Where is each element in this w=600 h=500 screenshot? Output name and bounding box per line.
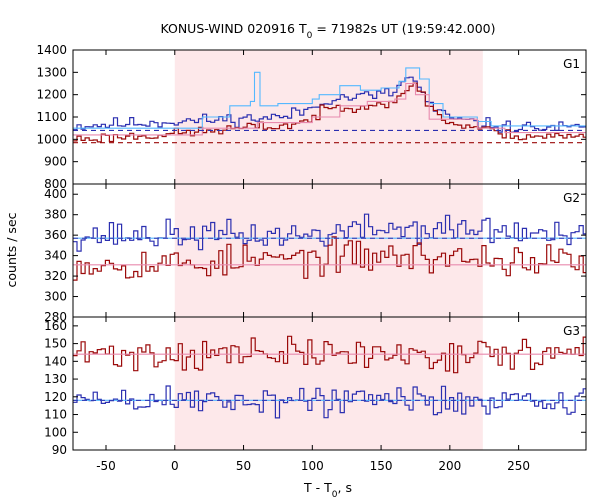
x-tick-label: -50 bbox=[96, 459, 116, 473]
x-tick-label: 50 bbox=[236, 459, 251, 473]
y-tick-label: 150 bbox=[44, 337, 67, 351]
shaded-interval bbox=[174, 184, 483, 317]
series-pink bbox=[73, 82, 586, 136]
series-blue bbox=[73, 76, 586, 133]
panel-data bbox=[73, 213, 586, 281]
panel-g2: 300 320 340 360 380 400 280 G2 bbox=[44, 183, 587, 324]
y-tick-label: 1000 bbox=[36, 132, 67, 146]
y-tick-label: 300 bbox=[44, 290, 67, 304]
series-red bbox=[73, 236, 586, 281]
y-tick-label: 340 bbox=[44, 249, 67, 263]
x-tick-label: 200 bbox=[438, 459, 461, 473]
y-tick-label: 800 bbox=[44, 177, 67, 191]
y-tick-label: 1100 bbox=[36, 110, 67, 124]
chart-title: KONUS-WIND 020916 T0 = 71982s UT (19:59:… bbox=[160, 21, 495, 41]
x-tick-label: 100 bbox=[301, 459, 324, 473]
y-axis-label: counts / sec bbox=[4, 212, 19, 287]
panel-label: G3 bbox=[563, 324, 580, 338]
y-tick-label: 1200 bbox=[36, 88, 67, 102]
y-tick-label: 90 bbox=[52, 443, 67, 457]
y-tick-label: 320 bbox=[44, 269, 67, 283]
y-tick-label: 380 bbox=[44, 208, 67, 222]
y-tick-label: 1400 bbox=[36, 43, 67, 57]
panel-label: G1 bbox=[563, 57, 580, 71]
panel-g1: 900 1000 1100 1200 1300 1400 800 G1 bbox=[36, 43, 587, 191]
x-tick-labels: -50 0 50 100 150 200 250 bbox=[96, 459, 530, 473]
x-axis-label: T - T0, s bbox=[303, 480, 352, 500]
y-tick-label: 1300 bbox=[36, 65, 67, 79]
y-tick-label: 110 bbox=[44, 408, 67, 422]
shaded-interval bbox=[174, 317, 483, 450]
panel-label: G2 bbox=[563, 191, 580, 205]
y-tick-label: 130 bbox=[44, 372, 67, 386]
y-tick-label: 900 bbox=[44, 155, 67, 169]
y-tick-label: 100 bbox=[44, 425, 67, 439]
y-tick-label: 140 bbox=[44, 354, 67, 368]
panel-data bbox=[73, 335, 586, 419]
x-tick-label: 150 bbox=[370, 459, 393, 473]
y-tick-label: 400 bbox=[44, 187, 67, 201]
panels-group: 90010001100120013001400800G1300320340360… bbox=[36, 43, 587, 473]
x-tick-label: 250 bbox=[507, 459, 530, 473]
series-red bbox=[73, 335, 586, 374]
panel-frame bbox=[72, 316, 587, 451]
x-tick-label: 0 bbox=[171, 459, 179, 473]
y-tick-label: 280 bbox=[44, 310, 67, 324]
panel-data bbox=[73, 67, 586, 144]
y-tick-label: 360 bbox=[44, 228, 67, 242]
y-tick-label: 160 bbox=[44, 319, 67, 333]
y-tick-label: 120 bbox=[44, 390, 67, 404]
panel-g3: 90 100 110 120 130 140 150 160 G3 bbox=[44, 316, 587, 457]
series-light_blue bbox=[73, 67, 586, 129]
